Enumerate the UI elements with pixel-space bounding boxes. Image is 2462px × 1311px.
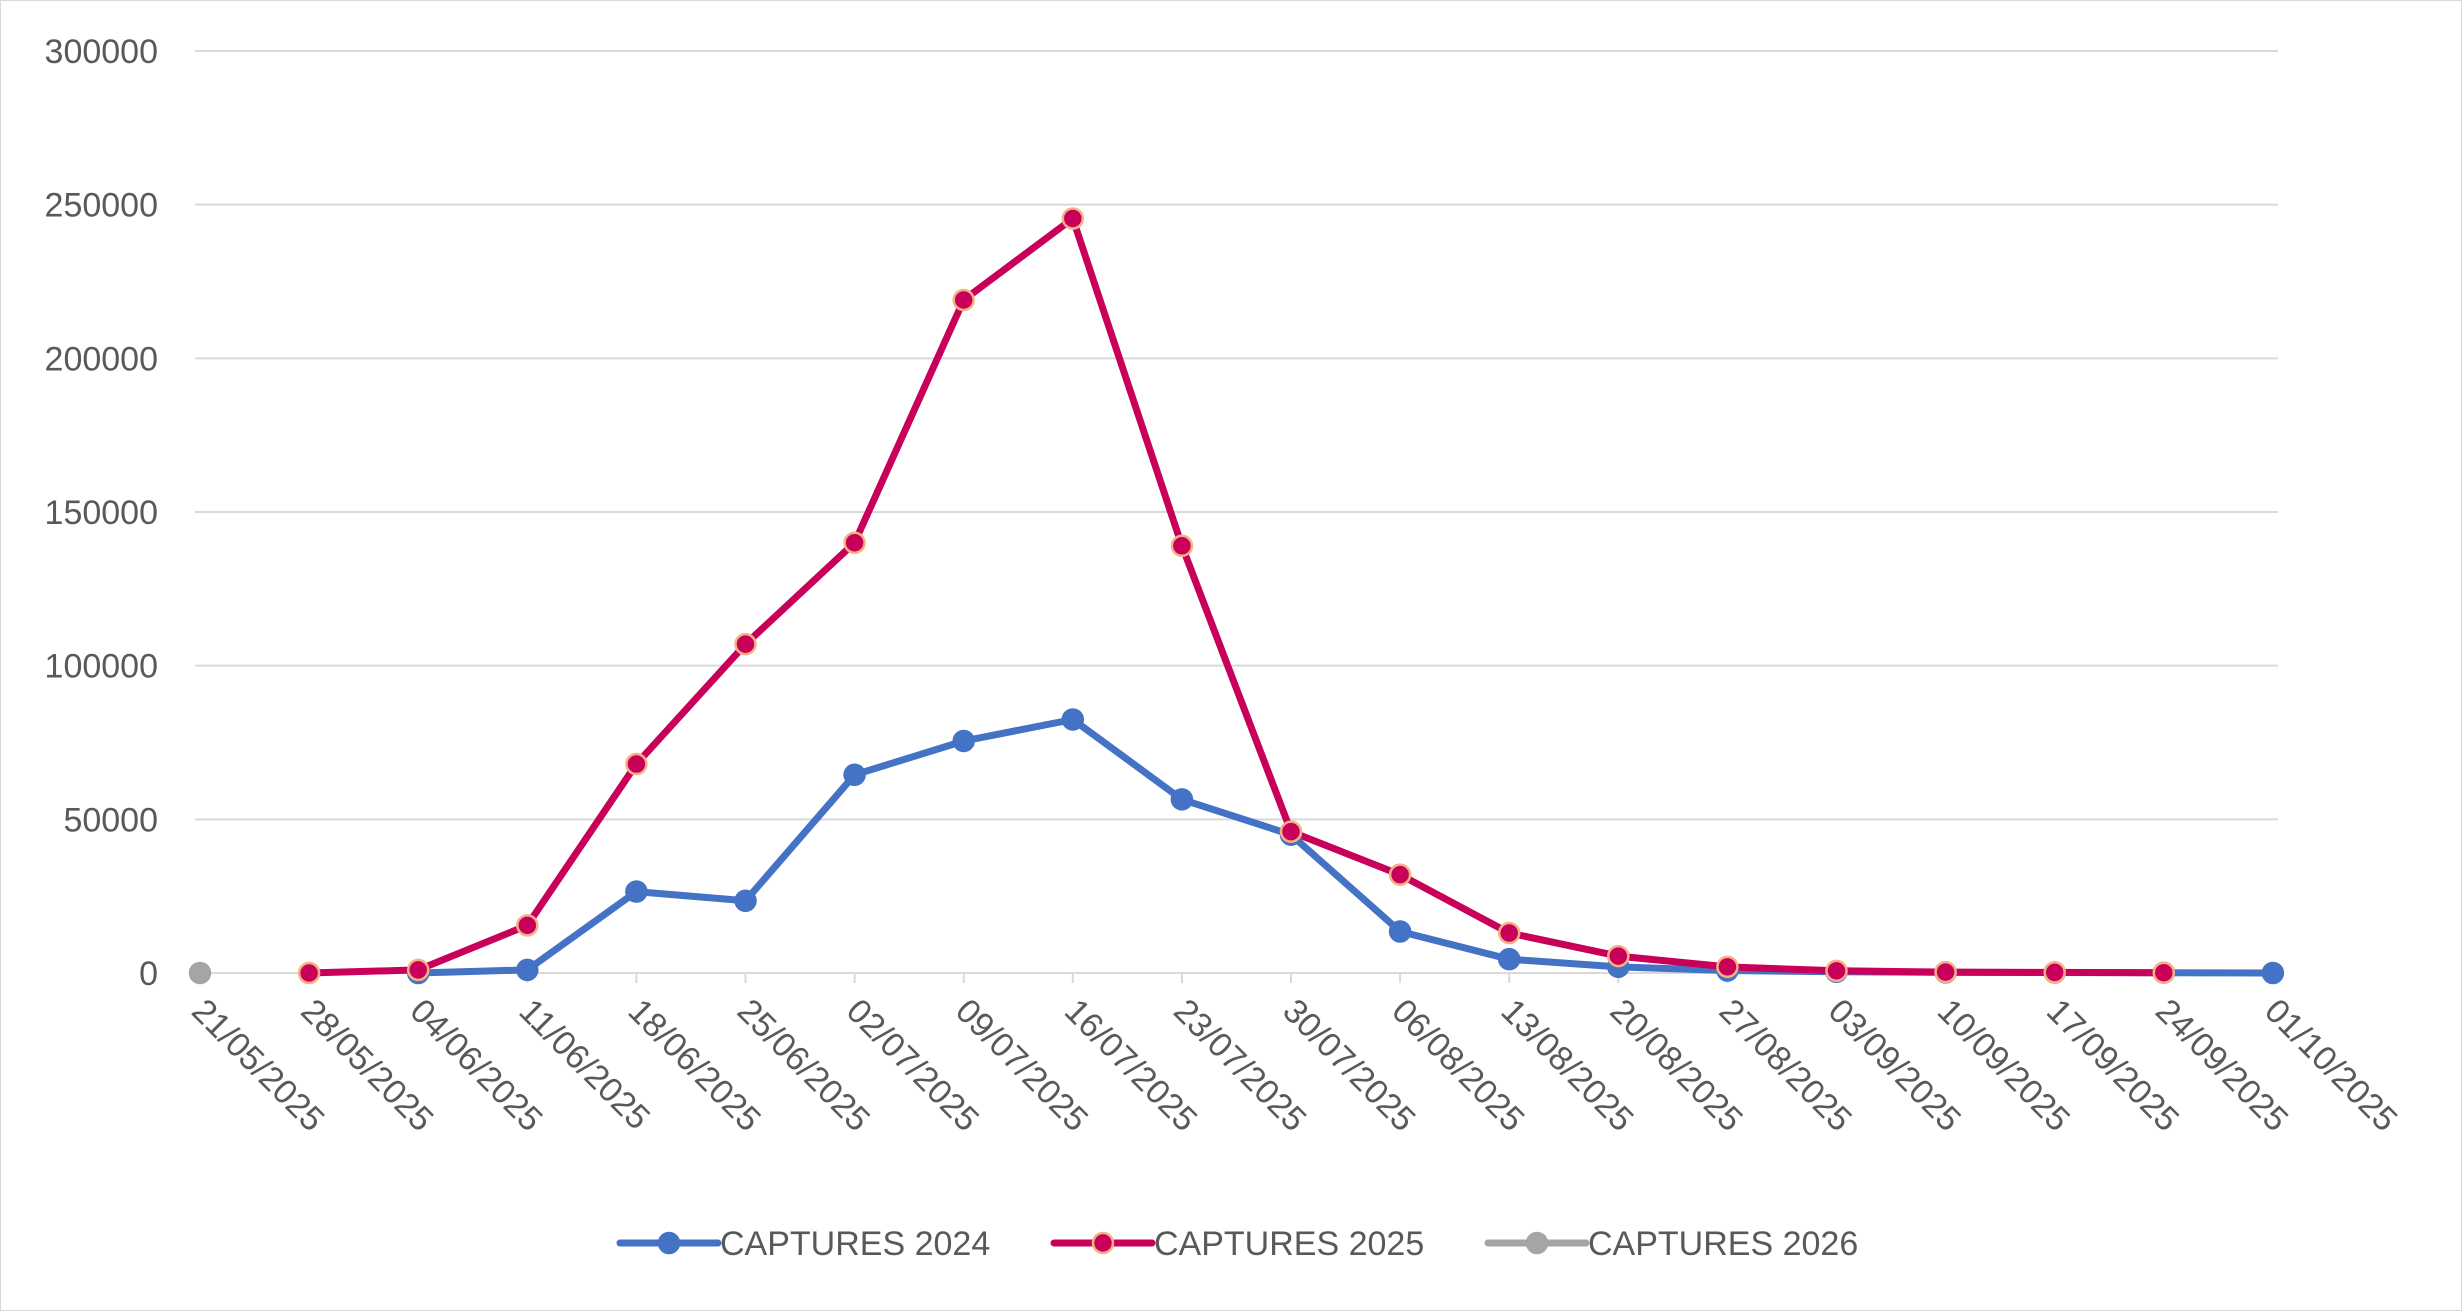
series-line-2 — [305, 215, 2168, 977]
legend-swatch-marker — [1525, 1231, 1549, 1255]
data-point — [188, 961, 212, 985]
data-point — [952, 288, 975, 312]
data-point — [1170, 788, 1194, 811]
y-tick-label: 250000 — [45, 187, 158, 225]
data-point — [2261, 961, 2285, 985]
series-line-1 — [414, 716, 2277, 977]
legend-label: CAPTURES 2024 — [720, 1225, 990, 1263]
data-point — [1934, 960, 1957, 984]
data-point — [1825, 959, 1848, 983]
legend-label: CAPTURES 2026 — [1588, 1225, 1858, 1263]
data-point — [952, 729, 975, 753]
data-point — [1388, 920, 1412, 943]
data-point — [516, 914, 539, 937]
y-axis-ticks: 0 50000 100000 150000 200000 250000 300000 — [45, 33, 158, 993]
data-point — [843, 763, 866, 787]
legend-label: CAPTURES 2025 — [1154, 1225, 1424, 1263]
data-point — [1716, 955, 1739, 979]
data-point — [625, 752, 648, 776]
y-tick-label: 150000 — [45, 494, 158, 532]
data-point — [1061, 708, 1085, 731]
data-point — [625, 880, 648, 903]
data-point — [2152, 961, 2176, 984]
data-point — [1061, 207, 1085, 230]
data-point — [1497, 921, 1521, 945]
data-point — [297, 961, 321, 985]
legend: CAPTURES 2024 CAPTURES 2025 CAPTURES 2026 — [616, 1225, 1858, 1263]
data-point — [1279, 820, 1303, 843]
data-point — [843, 531, 866, 554]
data-point — [1170, 534, 1194, 558]
data-point — [2043, 961, 2066, 984]
x-axis-ticks: 21/05/202528/05/202504/06/202511/06/2025… — [184, 992, 2404, 1139]
y-tick-label: 300000 — [45, 33, 158, 71]
data-point — [734, 889, 757, 913]
data-point — [1497, 947, 1521, 971]
data-point — [734, 632, 757, 656]
series-lines — [305, 215, 2277, 977]
data-point — [1388, 863, 1412, 886]
y-tick-label: 50000 — [63, 801, 158, 839]
gridlines — [195, 50, 2278, 974]
legend-swatch-marker — [1091, 1231, 1115, 1255]
data-point — [406, 958, 430, 982]
legend-swatch-marker — [657, 1231, 681, 1255]
series-markers — [188, 207, 2285, 985]
y-tick-label: 100000 — [45, 648, 158, 686]
y-tick-label: 200000 — [45, 340, 158, 378]
y-tick-label: 0 — [139, 955, 158, 993]
data-point — [1607, 944, 1630, 968]
data-point — [516, 958, 539, 982]
